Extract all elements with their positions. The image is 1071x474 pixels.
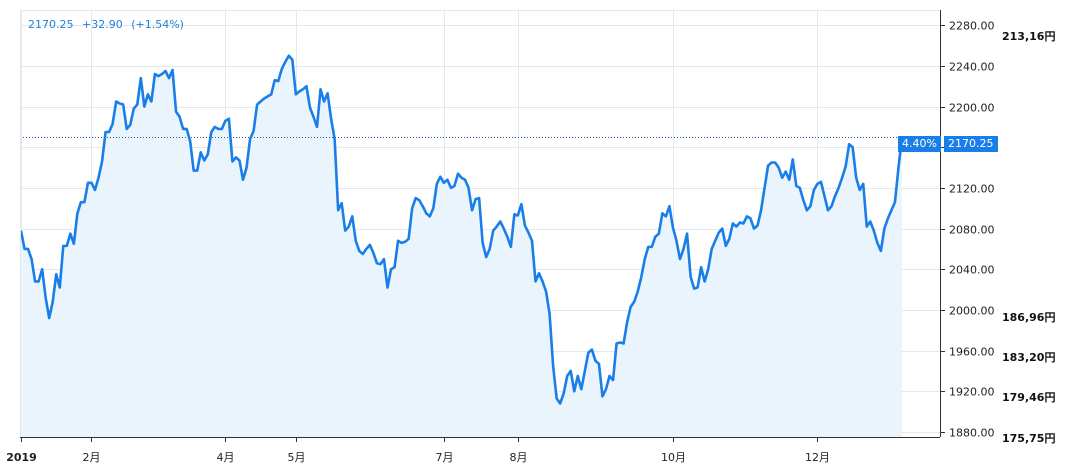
right-price-label-1: 186,96円 (1002, 311, 1056, 324)
y-tick-label: 2280.00 (949, 20, 995, 33)
y-tick-label: 1920.00 (949, 386, 995, 399)
y-tick-label: 2040.00 (949, 264, 995, 277)
chart-legend: 2170.25 +32.90 (+1.54%) (28, 18, 189, 31)
percent-badge: 4.40% (898, 136, 941, 152)
x-tick-label: 5月 (288, 451, 306, 464)
legend-change-pct: (+1.54%) (131, 18, 184, 31)
y-tick-label: 2120.00 (949, 183, 995, 196)
y-tick-label: 1880.00 (949, 427, 995, 440)
right-price-label-4: 175,75円 (1002, 432, 1056, 445)
x-tick-label: 10月 (661, 451, 686, 464)
axis-layer (20, 10, 945, 442)
right-price-label-top: 213,16円 (1002, 30, 1056, 43)
right-price-label-2: 183,20円 (1002, 351, 1056, 364)
y-tick-label: 1960.00 (949, 346, 995, 359)
y-tick-label: 2200.00 (949, 102, 995, 115)
right-price-label-3: 179,46円 (1002, 391, 1056, 404)
x-tick-label: 2019 (6, 451, 37, 464)
y-tick-label: 2240.00 (949, 61, 995, 74)
x-tick-label: 2月 (83, 451, 101, 464)
legend-change: +32.90 (82, 18, 123, 31)
x-tick-label: 12月 (805, 451, 830, 464)
y-tick-label: 2000.00 (949, 305, 995, 318)
x-tick-label: 7月 (436, 451, 454, 464)
x-tick-label: 8月 (510, 451, 528, 464)
area-layer (19, 54, 940, 437)
last-price-badge: 2170.25 (944, 136, 998, 152)
y-tick-label: 2080.00 (949, 224, 995, 237)
x-tick-label: 4月 (217, 451, 235, 464)
legend-last-value: 2170.25 (28, 18, 74, 31)
tick-labels: 2280.002240.002200.002160.002120.002080.… (6, 20, 994, 465)
price-series-line (19, 54, 904, 405)
area-fill (21, 55, 902, 437)
